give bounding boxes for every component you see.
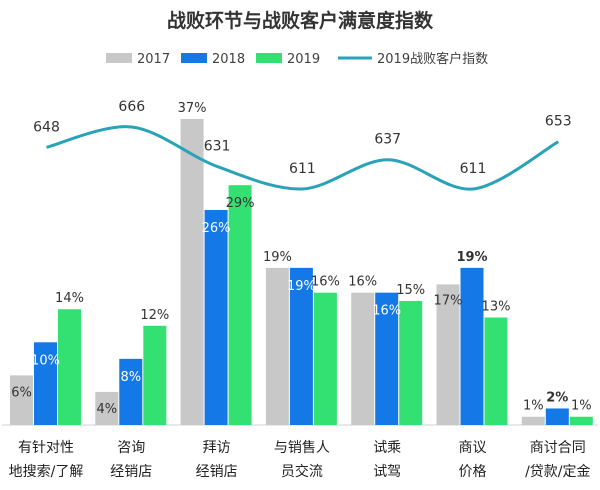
line-layer: 648 666 631 611 637 611 653	[33, 99, 572, 191]
bar-2019-0	[58, 309, 81, 425]
bar-value-label: 17%	[434, 293, 463, 308]
bar-value-label: 37%	[178, 101, 207, 116]
bar-2018-0	[34, 342, 57, 425]
legend-label-line: 2019战败客户指数	[377, 51, 488, 67]
line-point-label: 648	[33, 119, 60, 135]
bar-value-label: 4%	[96, 402, 117, 417]
bar-2018-2	[204, 209, 228, 425]
bar-2018-4	[375, 292, 399, 425]
legend-label-2017: 2017	[137, 52, 170, 67]
bar-2018-1	[119, 358, 143, 425]
bar-value-label: 26%	[202, 221, 231, 236]
bar-label-layer: 6%10%14%4%8%12%37%26%29%19%19%16% 16%16%1…	[11, 101, 591, 417]
line-point-label: 611	[289, 161, 316, 177]
category-label: 拜访	[203, 440, 231, 456]
line-point-label: 637	[374, 132, 401, 148]
bar-value-label: 13%	[482, 299, 511, 314]
line-point-label: 611	[460, 161, 487, 177]
bar-2017-1	[95, 391, 119, 425]
bar-value-label: 16%	[348, 275, 377, 290]
bar-value-label: 2%	[546, 390, 568, 405]
bar-2018-6	[545, 408, 569, 425]
bar-2017-2	[180, 119, 204, 425]
bar-2019-6	[569, 416, 593, 425]
category-label: 有针对性	[18, 440, 74, 456]
category-label: 价格	[459, 464, 487, 480]
legend-label-2019: 2019	[287, 52, 320, 67]
legend-label-2018: 2018	[212, 52, 245, 67]
bar-layer	[10, 119, 593, 425]
bar-value-label: 16%	[372, 304, 401, 319]
bar-value-label: 8%	[120, 370, 141, 385]
bar-value-label: 12%	[140, 308, 169, 323]
bar-value-label: 10%	[31, 353, 60, 368]
legend-swatch-2019	[256, 53, 282, 63]
bar-value-label: 19%	[263, 250, 292, 265]
chart-title: 战败环节与战败客户满意度指数	[167, 9, 434, 32]
bar-2017-6	[521, 416, 545, 425]
bar-2019-3	[313, 292, 337, 425]
bar-value-label: 29%	[226, 196, 255, 211]
category-label: 商讨合同	[530, 440, 586, 456]
bar-value-label: 16%	[311, 275, 340, 290]
bar-2019-5	[484, 317, 508, 425]
category-label: 咨询	[117, 440, 145, 456]
bar-value-label: 6%	[11, 385, 32, 400]
bar-value-label: 1%	[523, 399, 544, 414]
bar-2017-5	[436, 284, 460, 425]
bar-2017-4	[351, 292, 375, 425]
bar-2018-3	[289, 267, 313, 425]
legend-swatch-2018	[181, 53, 207, 63]
category-label: 商议	[459, 440, 487, 456]
category-label: 经销店	[110, 464, 152, 480]
line-point-label: 666	[118, 99, 145, 115]
category-label: /贷款/定金	[525, 464, 590, 480]
bar-value-label: 1%	[571, 399, 592, 414]
category-label: 试乘	[373, 440, 401, 456]
bar-value-label: 19%	[287, 279, 316, 294]
bar-2017-3	[265, 267, 289, 425]
bar-2019-4	[399, 300, 423, 425]
line-2019-index	[46, 125, 560, 191]
bar-value-label: 14%	[55, 291, 84, 306]
category-label: 地搜索/了解	[9, 463, 84, 480]
bar-2018-5	[460, 267, 484, 425]
category-label: 员交流	[281, 463, 323, 480]
category-label: 试驾	[373, 464, 401, 480]
bar-value-label: 15%	[396, 283, 425, 298]
bar-2019-2	[228, 185, 252, 425]
bar-value-label: 19%	[456, 250, 487, 265]
bar-2019-1	[143, 325, 167, 425]
category-label: 与销售人	[274, 440, 330, 456]
line-point-label: 653	[545, 114, 572, 130]
bar-2017-0	[10, 375, 33, 425]
line-point-label: 631	[204, 138, 231, 154]
legend: 2017 2018 2019 2019战败客户指数	[106, 51, 488, 67]
category-label: 经销店	[196, 464, 238, 480]
legend-swatch-2017	[106, 53, 132, 63]
